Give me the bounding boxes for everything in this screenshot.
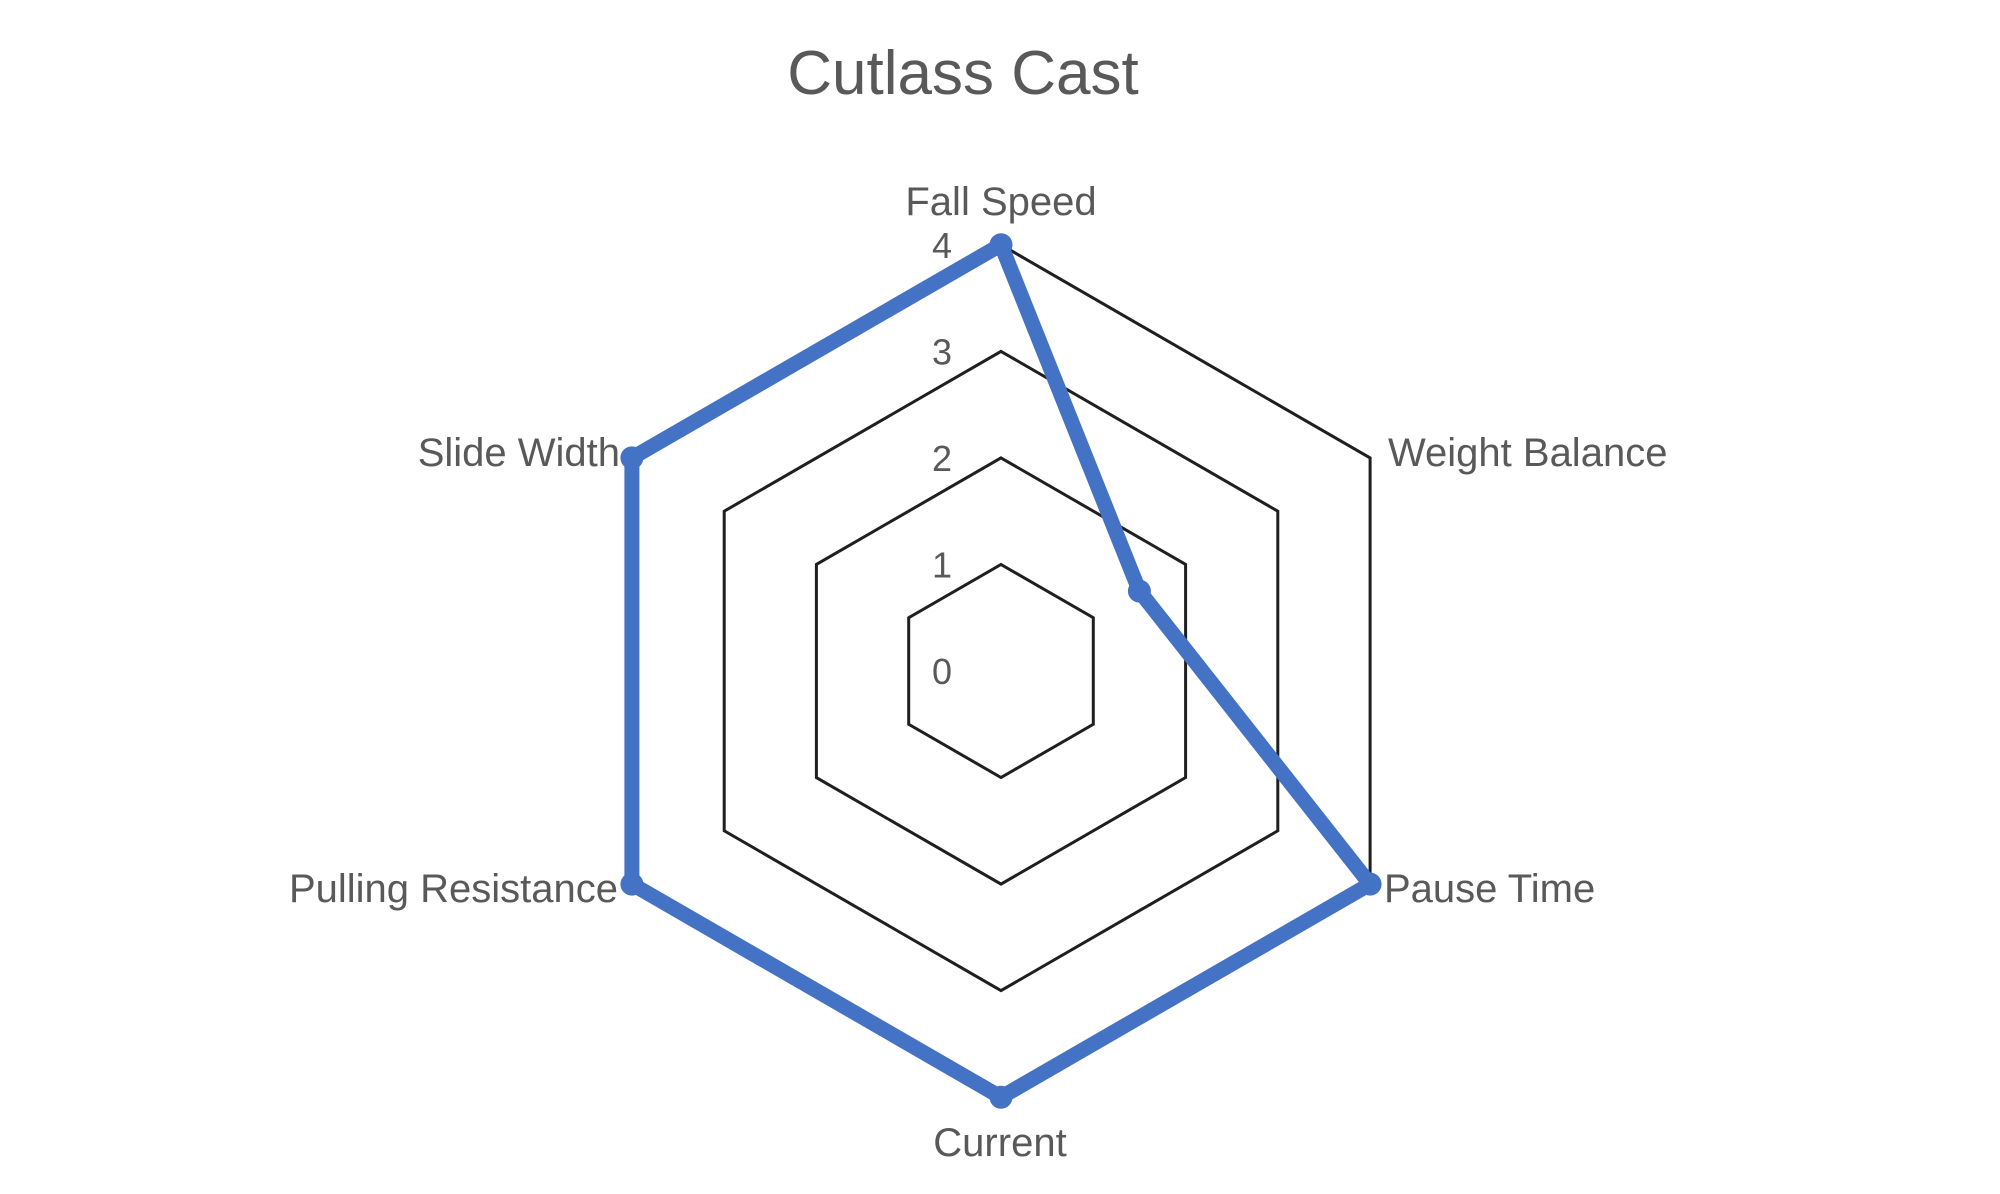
radar-grid-ring-3: [722, 349, 1280, 993]
radial-axis-tick-3: 3: [932, 331, 952, 372]
radial-axis-tick-0: 0: [932, 651, 952, 692]
category-label-slide-width: Slide Width: [418, 431, 620, 475]
data-point-marker-slide-width: [620, 446, 644, 470]
category-label-pulling-resistance: Pulling Resistance: [289, 867, 618, 911]
radial-axis-tick-2: 2: [932, 438, 952, 479]
category-label-weight-balance: Weight Balance: [1388, 431, 1667, 475]
data-point-marker-fall-speed: [989, 233, 1013, 257]
radar-grid-ring-2: [814, 456, 1188, 886]
category-label-fall-speed: Fall Speed: [905, 180, 1096, 224]
chart-title: Cutlass Cast: [787, 39, 1139, 108]
data-point-marker-weight-balance: [1127, 579, 1151, 603]
data-point-marker-pause-time: [1358, 872, 1382, 896]
data-point-marker-pulling-resistance: [620, 872, 644, 896]
category-label-pause-time: Pause Time: [1384, 867, 1595, 911]
category-label-current: Current: [933, 1121, 1066, 1165]
radar-grid-ring-1: [907, 562, 1095, 780]
radial-axis-tick-4: 4: [932, 225, 952, 266]
data-point-marker-current: [989, 1085, 1013, 1109]
series-polygon: [624, 237, 1378, 1105]
radial-axis-tick-1: 1: [932, 545, 952, 586]
radar-grid-ring-4: [630, 243, 1372, 1099]
